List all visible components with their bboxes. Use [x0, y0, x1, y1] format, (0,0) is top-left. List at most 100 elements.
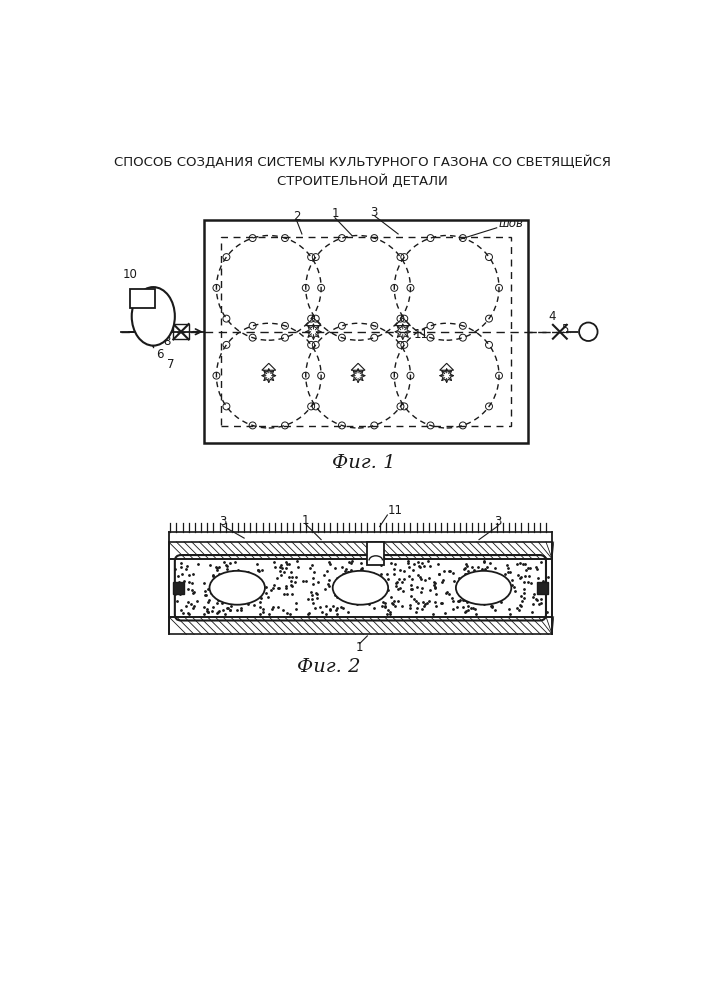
Point [209, 579, 220, 595]
Point [306, 587, 317, 603]
Circle shape [579, 323, 597, 341]
Point [275, 567, 286, 583]
Point [454, 592, 465, 608]
Point [394, 571, 405, 587]
Point [204, 557, 216, 573]
Point [331, 582, 342, 598]
Point [486, 590, 498, 606]
Point [476, 568, 487, 584]
Text: Фиг. 1: Фиг. 1 [332, 454, 395, 472]
Point [519, 574, 530, 590]
Point [205, 585, 216, 601]
Point [200, 583, 211, 599]
Point [452, 599, 463, 615]
Point [358, 564, 369, 580]
Point [353, 575, 364, 591]
Point [341, 571, 352, 587]
Point [286, 564, 297, 580]
Bar [173, 582, 184, 594]
Point [262, 589, 274, 605]
Point [445, 563, 456, 579]
Text: 4: 4 [549, 310, 556, 323]
Point [461, 594, 472, 610]
Point [515, 555, 526, 571]
Point [460, 604, 471, 620]
Point [269, 554, 280, 570]
Point [207, 567, 218, 583]
Point [199, 575, 210, 591]
Point [213, 604, 224, 620]
Point [537, 573, 549, 589]
Point [183, 567, 194, 583]
Point [419, 598, 430, 614]
Point [201, 603, 213, 619]
Point [214, 603, 225, 619]
Point [240, 575, 251, 591]
Point [339, 581, 351, 597]
Point [253, 563, 264, 579]
Point [212, 592, 223, 608]
Point [221, 561, 233, 577]
Point [376, 598, 387, 614]
Point [312, 590, 323, 606]
Point [399, 571, 410, 587]
Point [360, 568, 371, 584]
Point [243, 588, 255, 604]
Point [480, 583, 491, 599]
Point [397, 574, 408, 590]
Point [182, 605, 194, 621]
Point [346, 562, 357, 578]
Bar [169, 559, 552, 617]
Point [389, 561, 400, 577]
Point [221, 576, 233, 592]
Point [249, 597, 260, 613]
Point [342, 564, 354, 580]
Point [346, 553, 358, 569]
Point [404, 600, 416, 616]
Point [320, 581, 331, 597]
Point [310, 585, 322, 601]
Point [489, 560, 501, 576]
Point [486, 598, 497, 614]
Point [327, 578, 339, 594]
Point [303, 591, 314, 607]
Point [433, 566, 445, 582]
Point [240, 573, 251, 589]
Point [503, 601, 515, 617]
Point [368, 600, 380, 616]
Point [452, 593, 463, 609]
Point [411, 600, 423, 616]
Point [404, 568, 415, 584]
Point [375, 557, 387, 573]
Point [518, 556, 529, 572]
Point [184, 574, 195, 590]
Point [525, 575, 536, 591]
Point [220, 589, 231, 605]
Point [412, 554, 423, 570]
Point [221, 558, 233, 574]
Point [331, 606, 342, 622]
Point [392, 581, 404, 597]
Point [397, 598, 408, 614]
Point [257, 562, 268, 578]
Point [402, 555, 414, 571]
Point [170, 561, 181, 577]
Point [462, 579, 473, 595]
Point [300, 573, 311, 589]
Point [520, 562, 532, 578]
Point [324, 602, 335, 618]
Point [221, 557, 232, 573]
Point [337, 566, 349, 582]
Point [428, 577, 440, 593]
Point [216, 595, 228, 611]
Point [542, 569, 554, 585]
Point [308, 570, 319, 586]
Point [225, 602, 236, 618]
Point [402, 553, 414, 569]
Point [203, 594, 214, 610]
Point [269, 559, 281, 575]
Point [216, 581, 227, 597]
Point [503, 585, 514, 601]
Point [308, 595, 319, 611]
Bar [169, 617, 552, 634]
